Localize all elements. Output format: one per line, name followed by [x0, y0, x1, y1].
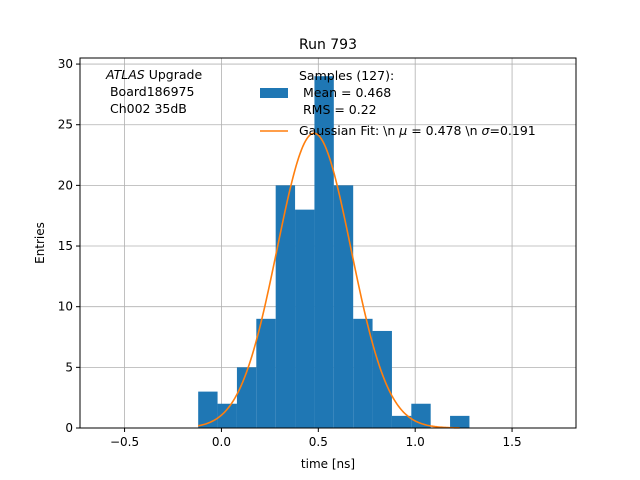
histogram-bar — [198, 391, 218, 428]
histogram-bars — [198, 76, 470, 429]
annotation-board: Board186975 — [106, 84, 194, 99]
annotation-atlas: ATLAS — [105, 67, 145, 82]
histogram-bar — [391, 415, 412, 428]
y-axis-label: Entries — [33, 222, 47, 264]
plot-frame — [79, 57, 577, 429]
y-tick-label: 10 — [58, 300, 73, 314]
y-axis-ticks: 0 5 10 15 20 25 30 — [58, 57, 80, 435]
x-tick-label: 0.0 — [212, 435, 231, 449]
histogram-bar — [353, 318, 373, 428]
legend-fit-mu: μ — [398, 123, 407, 138]
y-tick-label: 0 — [65, 421, 73, 435]
atlas-annotation: ATLAS Upgrade Board186975 Ch002 35dB — [105, 67, 202, 116]
histogram-bar — [411, 403, 431, 428]
histogram-bar — [333, 185, 354, 428]
x-tick-label: −0.5 — [110, 435, 139, 449]
x-tick-label: 1.0 — [406, 435, 425, 449]
y-tick-label: 5 — [65, 360, 73, 374]
legend-samples-mean: Mean = 0.468 — [299, 85, 391, 100]
y-tick-label: 15 — [58, 239, 73, 253]
histogram-bar — [295, 209, 315, 428]
histogram-bar — [314, 76, 334, 429]
y-tick-label: 20 — [58, 178, 73, 192]
legend-fit-label: Gaussian Fit: \n μ = 0.478 \n σ=0.191 — [299, 123, 536, 138]
histogram-bar — [256, 318, 276, 428]
y-tick-label: 30 — [58, 57, 73, 71]
gaussian-fit-curve — [198, 132, 460, 429]
x-tick-label: 1.5 — [503, 435, 522, 449]
annotation-upgrade: Upgrade — [145, 67, 203, 82]
y-tick-label: 25 — [58, 118, 73, 132]
svg-text:ATLAS Upgrade: ATLAS Upgrade — [105, 67, 202, 82]
histogram-bar — [217, 403, 237, 428]
histogram-bar — [236, 367, 257, 428]
legend-samples-title: Samples (127): — [299, 68, 394, 83]
chart-title: Run 793 — [299, 37, 357, 53]
legend-swatch-samples — [260, 88, 288, 98]
legend-fit-sigma-value: =0.191 — [489, 123, 535, 138]
histogram-bar — [372, 330, 392, 428]
x-axis-label: time [ns] — [301, 457, 355, 471]
histogram-bar — [275, 185, 296, 428]
annotation-channel: Ch002 35dB — [106, 101, 187, 116]
legend-fit-prefix: Gaussian Fit: \n — [299, 123, 399, 138]
legend-samples-rms: RMS = 0.22 — [299, 102, 377, 117]
gaussian-fit — [198, 132, 460, 429]
legend-fit-sigma: σ — [482, 123, 491, 138]
legend-fit-mu-value: = 0.478 \n — [407, 123, 481, 138]
legend: Samples (127): Mean = 0.468 RMS = 0.22 G… — [260, 68, 536, 138]
x-axis-ticks: −0.5 0.0 0.5 1.0 1.5 — [110, 428, 522, 449]
histogram-bar — [450, 415, 470, 428]
x-tick-label: 0.5 — [309, 435, 328, 449]
